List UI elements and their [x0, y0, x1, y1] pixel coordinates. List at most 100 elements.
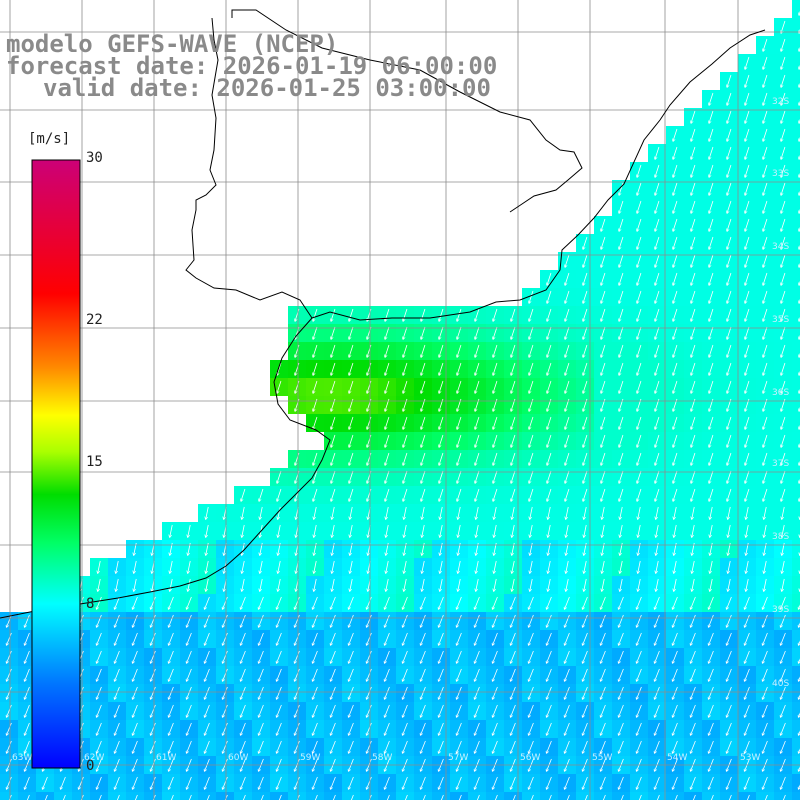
wind-cell [792, 612, 800, 630]
wind-cell [792, 522, 800, 540]
longitude-label: 63W [12, 753, 32, 763]
wind-arrow [313, 308, 318, 321]
wind-arrow [710, 506, 713, 519]
wind-arrow [745, 470, 750, 483]
wind-arrow [781, 416, 786, 429]
wind-arrow [511, 416, 516, 429]
longitude-label: 60W [228, 753, 248, 763]
wind-arrow [619, 200, 624, 213]
wind-arrow [511, 470, 516, 483]
wind-arrow [781, 290, 786, 303]
wind-arrow [547, 452, 552, 465]
wind-cell [792, 720, 800, 738]
wind-arrow [601, 308, 606, 321]
wind-arrow [781, 56, 786, 69]
wind-arrow [691, 272, 696, 285]
wind-cell [54, 792, 72, 800]
wind-arrow [781, 326, 786, 339]
wind-arrow [331, 434, 336, 447]
wind-arrow [673, 182, 678, 195]
wind-arrow [385, 380, 390, 393]
wind-arrow [511, 452, 516, 465]
wind-cell [396, 792, 414, 800]
wind-arrow [656, 524, 659, 537]
wind-arrow [385, 326, 390, 339]
wind-arrow [421, 326, 426, 339]
wind-cell [306, 792, 324, 800]
wind-arrow [727, 92, 732, 105]
wind-arrow [637, 218, 642, 231]
wind-arrow [691, 200, 696, 213]
wind-arrow [763, 200, 768, 213]
wind-arrow [331, 380, 336, 393]
wind-arrow [763, 488, 768, 501]
wind-arrow [691, 164, 696, 177]
wind-arrow [638, 506, 641, 519]
wind-arrow [763, 272, 768, 285]
wind-arrow [565, 380, 570, 393]
wind-arrow [385, 416, 390, 429]
wind-arrow [745, 272, 750, 285]
wind-arrow [655, 452, 660, 465]
wind-arrow [727, 74, 732, 87]
wind-arrow [745, 452, 750, 465]
wind-cell [792, 360, 800, 378]
wind-arrow [583, 452, 588, 465]
wind-arrow [583, 470, 588, 483]
wind-arrow [476, 506, 479, 519]
wind-arrow [619, 344, 624, 357]
wind-arrow [709, 254, 714, 267]
wind-arrow [547, 290, 552, 303]
wind-arrow [655, 218, 660, 231]
wind-arrow [764, 506, 767, 519]
wind-arrow [583, 416, 588, 429]
wind-arrow [457, 380, 462, 393]
wind-arrow [763, 434, 768, 447]
wind-arrow [421, 362, 426, 375]
wind-arrow [475, 362, 480, 375]
wind-cell [486, 792, 504, 800]
wind-cell [792, 486, 800, 504]
wind-arrow [763, 146, 768, 159]
wind-arrow [385, 362, 390, 375]
wind-cell [792, 198, 800, 216]
wind-arrow [439, 452, 444, 465]
wind-arrow [332, 524, 335, 537]
wind-cell [72, 792, 90, 800]
wind-cell [792, 180, 800, 198]
wind-arrow [566, 506, 569, 519]
wind-arrow [655, 344, 660, 357]
wind-arrow [313, 380, 318, 393]
wind-arrow [763, 74, 768, 87]
wind-arrow [565, 272, 570, 285]
wind-cell [792, 18, 800, 36]
wind-cell [792, 126, 800, 144]
wind-arrow [601, 416, 606, 429]
wind-arrow [691, 380, 696, 393]
longitude-label: 58W [372, 753, 392, 763]
wind-arrow [314, 506, 317, 519]
wind-arrow [565, 434, 570, 447]
wind-arrow [242, 506, 245, 519]
wind-arrow [763, 416, 768, 429]
wind-cell [792, 0, 800, 18]
wind-arrow [457, 434, 462, 447]
wind-arrow [349, 416, 354, 429]
wind-cell [792, 288, 800, 306]
wind-arrow [709, 200, 714, 213]
wind-arrow [673, 272, 678, 285]
wind-arrow [547, 380, 552, 393]
wind-arrow [673, 434, 678, 447]
wind-arrow [529, 326, 534, 339]
wind-arrow [637, 416, 642, 429]
wind-arrow [403, 416, 408, 429]
wind-arrow [781, 218, 786, 231]
wind-arrow [601, 272, 606, 285]
wind-arrow [439, 488, 444, 501]
wind-arrow [512, 506, 515, 519]
latitude-label: 39S [772, 605, 789, 615]
wind-arrow [673, 200, 678, 213]
wind-arrow [673, 470, 678, 483]
wind-arrow [781, 344, 786, 357]
wind-arrow [457, 470, 462, 483]
